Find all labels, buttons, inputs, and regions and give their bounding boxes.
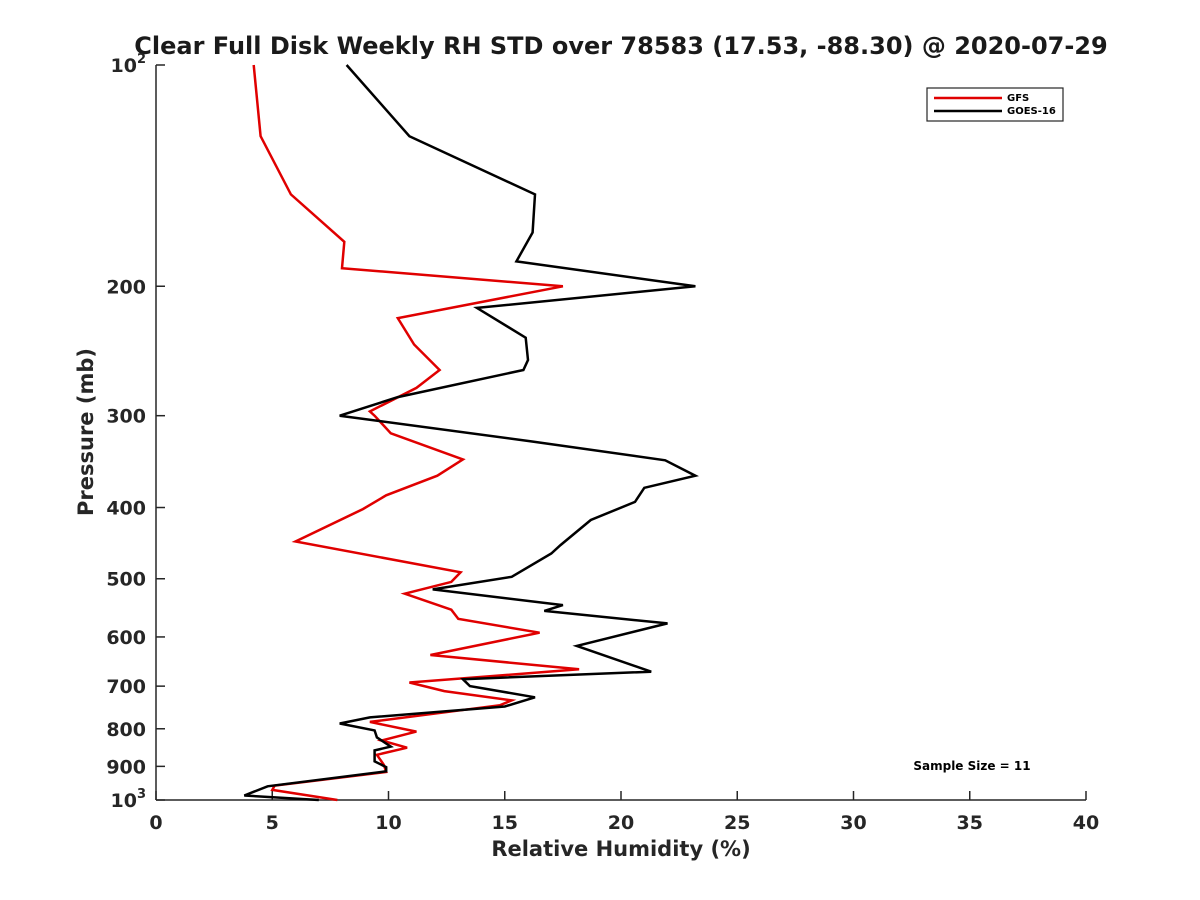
x-tick-label: 25	[724, 812, 750, 834]
y-tick-label-base: 800	[106, 719, 146, 741]
y-tick-label-exponent: 3	[137, 787, 146, 802]
series-line-gfs	[252, 64, 580, 802]
y-tick-label: 900	[106, 756, 146, 778]
legend-label-goes16: GOES-16	[1007, 106, 1056, 117]
y-tick-label: 102	[111, 52, 147, 77]
y-tick-label-base: 10	[111, 55, 137, 77]
x-axis-label: Relative Humidity (%)	[491, 837, 750, 861]
x-tick-label: 20	[608, 812, 634, 834]
y-tick-label-base: 600	[106, 627, 146, 649]
y-tick-label: 200	[106, 276, 146, 298]
x-tick-label: 15	[492, 812, 518, 834]
x-tick-label: 0	[149, 812, 162, 834]
y-tick-label: 400	[106, 498, 146, 520]
x-tick-label: 5	[266, 812, 279, 834]
y-tick-label: 700	[106, 676, 146, 698]
y-tick-label-base: 500	[106, 569, 146, 591]
chart-title: Clear Full Disk Weekly RH STD over 78583…	[134, 32, 1107, 60]
y-tick-label: 500	[106, 569, 146, 591]
x-tick-label: 40	[1073, 812, 1099, 834]
y-tick-label-base: 900	[106, 756, 146, 778]
sample-size-annotation: Sample Size = 11	[913, 759, 1030, 773]
y-tick-label: 300	[106, 406, 146, 428]
y-tick-label-base: 700	[106, 676, 146, 698]
legend-box	[926, 87, 1064, 122]
x-tick-label: 35	[957, 812, 983, 834]
y-axis-label: Pressure (mb)	[74, 348, 98, 516]
x-tick-label: 30	[840, 812, 866, 834]
x-ticks: 0 5 10 15 20 25 30 35 40	[149, 791, 1099, 834]
legend-label-gfs: GFS	[1007, 93, 1029, 104]
y-tick-label-base: 10	[111, 790, 137, 812]
series-line-goes16	[243, 64, 699, 802]
y-tick-label-base: 300	[106, 406, 146, 428]
x-tick-label: 10	[375, 812, 401, 834]
y-tick-label: 600	[106, 627, 146, 649]
y-tick-label-base: 200	[106, 276, 146, 298]
axes	[155, 65, 1086, 801]
y-tick-label-base: 400	[106, 498, 146, 520]
legend: GFS GOES-16	[926, 87, 1064, 122]
y-tick-label: 103	[111, 787, 147, 812]
y-tick-label-exponent: 2	[137, 52, 146, 67]
y-tick-label: 800	[106, 719, 146, 741]
series-layer	[243, 64, 699, 802]
